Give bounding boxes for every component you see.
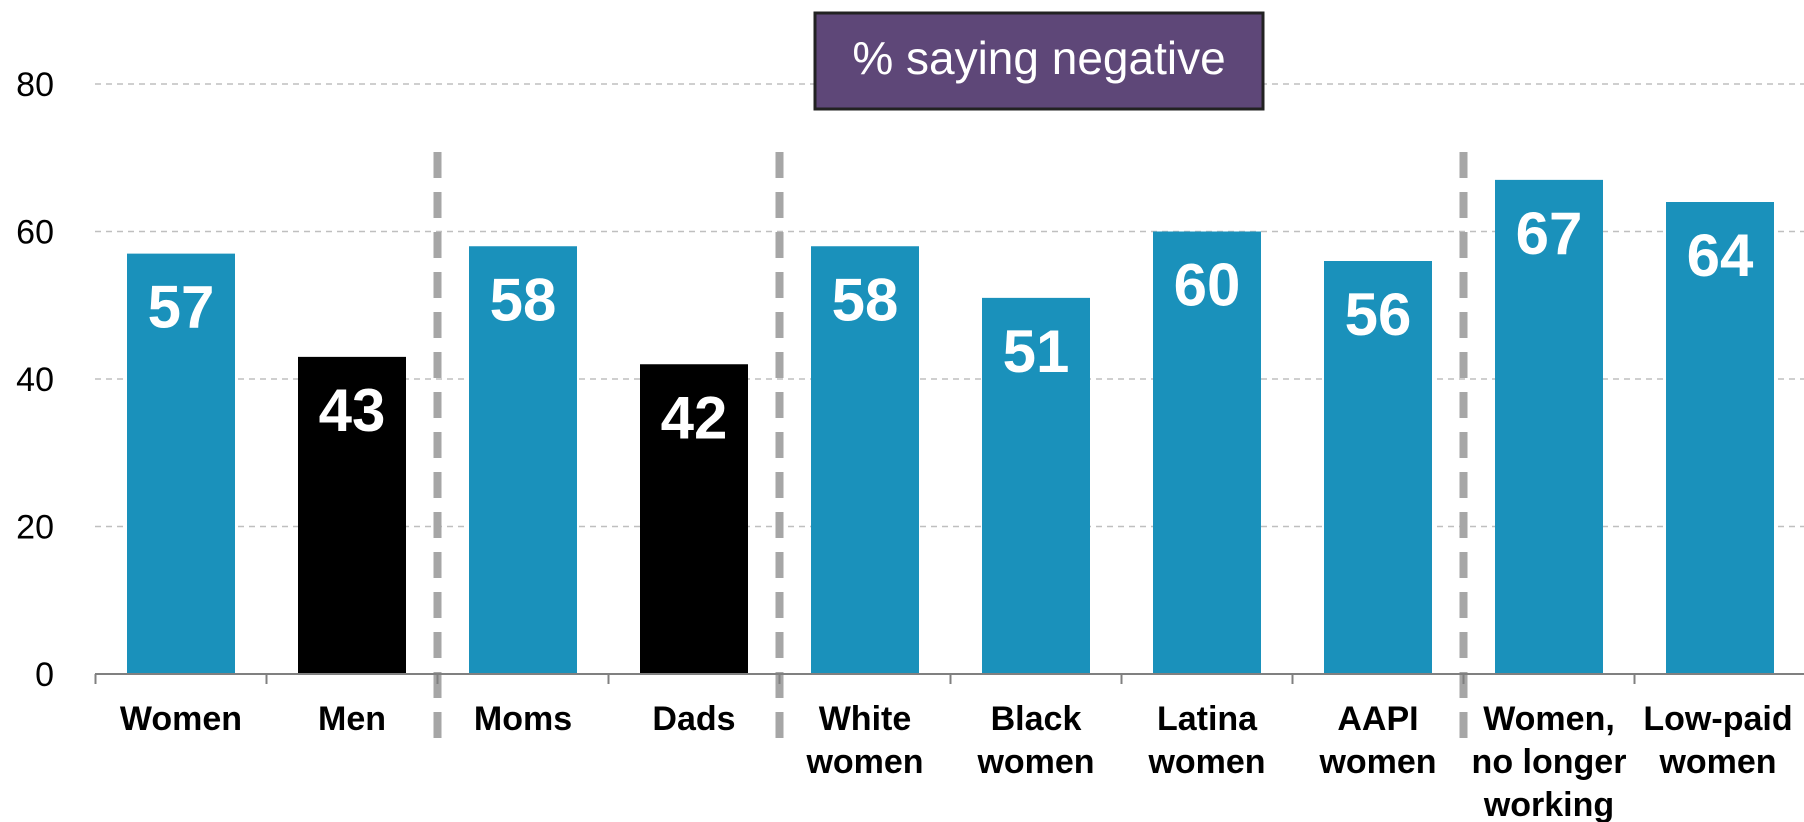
data-label: 67	[1516, 200, 1583, 267]
category-label: Men	[318, 700, 386, 738]
chart-title: % saying negative	[852, 32, 1225, 84]
bar	[298, 356, 406, 674]
category-label: AAPI women	[1318, 700, 1436, 781]
data-label: 64	[1687, 222, 1754, 289]
group-separators	[433, 152, 1468, 738]
category-label: Black women	[976, 700, 1094, 781]
category-label: Latina women	[1147, 700, 1265, 781]
bar	[469, 246, 577, 674]
data-labels: 57 43 58 42 58 51 60 56 67 64	[148, 200, 1754, 451]
category-label: Dads	[652, 700, 735, 738]
bar	[640, 364, 748, 674]
bar	[1666, 202, 1774, 674]
y-tick-label: 20	[16, 509, 54, 547]
category-label: Moms	[474, 700, 572, 738]
y-tick-label: 40	[16, 361, 54, 399]
category-label: Women	[120, 700, 242, 738]
y-tick-label: 0	[35, 656, 54, 694]
category-label: White women	[805, 700, 923, 781]
data-label: 43	[319, 377, 386, 444]
data-label: 57	[148, 274, 215, 341]
bar	[1495, 179, 1603, 674]
data-label: 58	[832, 266, 899, 333]
chart-title-background	[813, 11, 1265, 111]
category-labels: Women Men Moms Dads White women Black women Lati…	[120, 700, 1793, 822]
data-label: 56	[1345, 281, 1412, 348]
data-label: 42	[661, 384, 728, 451]
y-tick-label: 80	[16, 66, 54, 104]
chart-title-box: % saying negative	[813, 11, 1265, 111]
bars	[127, 179, 1774, 674]
bar	[1153, 231, 1261, 674]
bar	[1324, 261, 1432, 674]
bar	[127, 253, 235, 674]
bar	[982, 297, 1090, 674]
data-label: 60	[1174, 252, 1241, 319]
x-axis	[94, 673, 1804, 684]
category-label: Low-paid women	[1643, 700, 1792, 781]
data-label: 51	[1003, 318, 1070, 385]
y-tick-label: 60	[16, 214, 54, 252]
y-tick-labels: 0 20 40 60 80	[16, 66, 54, 694]
data-label: 58	[490, 266, 557, 333]
bar	[811, 246, 919, 674]
category-label: Women, no longer working	[1472, 700, 1627, 822]
